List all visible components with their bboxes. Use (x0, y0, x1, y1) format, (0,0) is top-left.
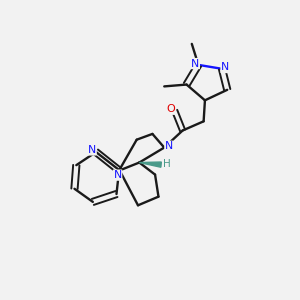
Text: O: O (167, 104, 175, 114)
Text: N: N (191, 58, 199, 69)
Polygon shape (139, 162, 161, 167)
Text: N: N (221, 62, 229, 73)
Text: N: N (113, 170, 122, 180)
Text: N: N (88, 145, 96, 155)
Text: H: H (163, 159, 171, 169)
Text: N: N (165, 141, 173, 151)
